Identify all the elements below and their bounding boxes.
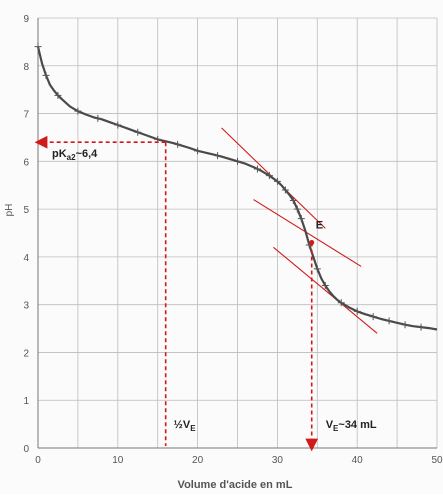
y-tick-label: 9 (23, 14, 29, 25)
x-axis-label: Volume d'acide en mL (178, 479, 293, 491)
y-tick-label: 0 (23, 444, 29, 455)
data-point-marker (401, 321, 409, 329)
data-point-marker (214, 152, 222, 160)
equivalence-point-marker (309, 240, 315, 246)
data-point-marker (114, 121, 122, 129)
equivalence-volume-label: VE~34 mL (326, 419, 377, 433)
tangent-line (273, 246, 378, 334)
grid (37, 17, 438, 449)
data-point-marker (174, 140, 182, 148)
x-tick-label: 50 (431, 455, 443, 466)
y-tick-label: 4 (23, 253, 29, 264)
data-point-marker (369, 313, 377, 321)
data-point-marker (281, 186, 289, 194)
x-tick-label: 40 (352, 455, 364, 466)
y-tick-label: 1 (23, 396, 29, 407)
data-point-marker (194, 147, 202, 155)
data-point-marker (265, 172, 273, 180)
data-point-marker (54, 91, 62, 99)
data-point-marker (94, 114, 102, 122)
y-tick-label: 5 (23, 205, 29, 216)
y-tick-label: 8 (23, 62, 29, 73)
data-point-marker (337, 299, 345, 307)
x-tick-label: 20 (192, 455, 204, 466)
data-point-marker (253, 165, 261, 173)
data-point-marker (42, 71, 50, 79)
data-point-marker (273, 177, 281, 185)
data-point-marker (34, 43, 42, 51)
y-tick-label: 6 (23, 157, 29, 168)
x-tick-label: 30 (272, 455, 284, 466)
data-point-marker (385, 317, 393, 325)
half-equivalence-label: ½VE (174, 419, 197, 433)
tangent-line (253, 199, 362, 267)
annotations: pKa2~6,4 ½VE VE~34 mL E (34, 135, 377, 452)
y-tick-label: 7 (23, 110, 29, 121)
data-point-marker (321, 282, 329, 290)
data-point-marker (353, 307, 361, 315)
data-point-marker (234, 157, 241, 165)
data-point-marker (74, 107, 82, 115)
pka-label: pKa2~6,4 (52, 148, 98, 162)
axes: 0 10 20 30 40 50 0 1 2 3 4 5 6 7 8 9 (23, 14, 443, 466)
y-axis-label: pH (4, 204, 15, 217)
data-point-marker (297, 215, 305, 223)
data-point-marker (289, 197, 297, 205)
tangent-lines (221, 127, 378, 334)
y-tick-label: 3 (23, 301, 29, 312)
data-point-marker (134, 128, 142, 136)
data-point-marker (313, 265, 321, 273)
data-point-marker (417, 323, 425, 331)
data-point-marker (293, 205, 301, 213)
equivalence-point-label: E (316, 220, 323, 232)
y-tick-label: 2 (23, 348, 29, 359)
x-tick-label: 10 (112, 455, 124, 466)
titration-curve (34, 43, 438, 331)
x-tick-label: 0 (35, 455, 41, 466)
